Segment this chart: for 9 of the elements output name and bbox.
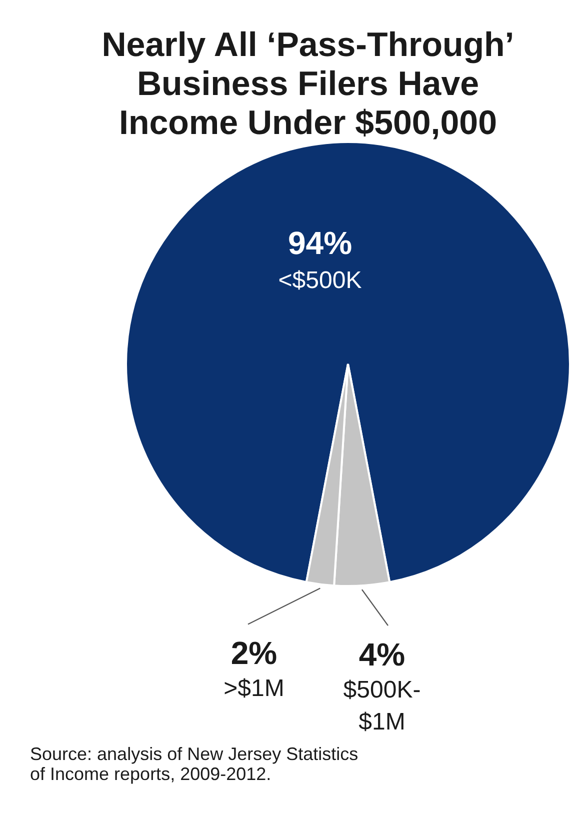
data-label: 94% <box>288 225 352 261</box>
chart-title: Nearly All ‘Pass-Through’ Business Filers Have Income Under $500,000 <box>102 26 514 142</box>
slice-label: >$1M <box>224 675 284 702</box>
data-label: 4% <box>358 636 406 673</box>
pie-slice <box>125 141 571 584</box>
slice-label: $500K-$1M <box>343 676 421 736</box>
data-label: 2% <box>230 635 278 672</box>
slice-label: <$500K <box>278 267 362 294</box>
source-note: Source: analysis of New Jersey Statistics of Income reports, 2009-2012. <box>30 744 358 784</box>
